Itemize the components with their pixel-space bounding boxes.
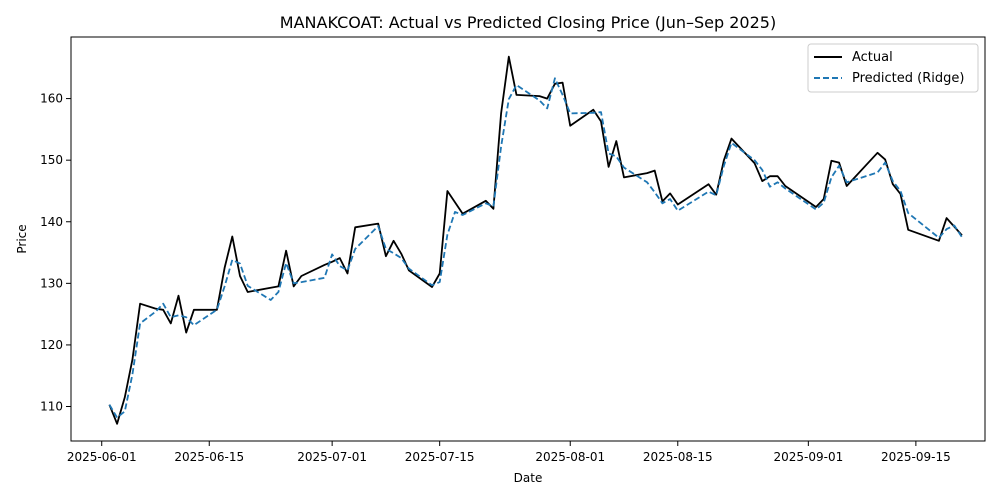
x-tick-label: 2025-09-01 bbox=[773, 450, 843, 464]
series-line-predicted bbox=[108, 77, 963, 419]
x-tick-label: 2025-08-15 bbox=[643, 450, 713, 464]
x-tick-label: 2025-07-15 bbox=[405, 450, 475, 464]
x-axis-label: Date bbox=[514, 471, 543, 485]
x-tick-label: 2025-09-15 bbox=[881, 450, 951, 464]
y-tick-label: 140 bbox=[40, 215, 63, 229]
y-tick-label: 150 bbox=[40, 153, 63, 167]
x-tick-label: 2025-06-15 bbox=[174, 450, 244, 464]
legend-predicted-label: Predicted (Ridge) bbox=[852, 71, 964, 86]
y-tick-label: 160 bbox=[40, 92, 63, 106]
y-tick-label: 110 bbox=[40, 400, 63, 414]
x-axis: 2025-06-01 2025-06-15 2025-07-01 2025-07-15… bbox=[67, 441, 951, 464]
legend-actual-label: Actual bbox=[852, 50, 893, 65]
y-tick-label: 120 bbox=[40, 338, 63, 352]
y-tick-label: 130 bbox=[40, 276, 63, 290]
x-tick-label: 2025-07-01 bbox=[297, 450, 367, 464]
x-tick-label: 2025-08-01 bbox=[535, 450, 605, 464]
series-line-actual bbox=[108, 55, 963, 425]
chart-title: MANAKCOAT: Actual vs Predicted Closing P… bbox=[280, 13, 776, 32]
series-layer bbox=[108, 55, 963, 425]
y-axis-label: Price bbox=[15, 224, 29, 253]
y-axis: 110 120 130 140 150 160 bbox=[40, 92, 71, 414]
legend: Actual Predicted (Ridge) bbox=[807, 43, 979, 93]
x-tick-label: 2025-06-01 bbox=[67, 450, 137, 464]
plot-area bbox=[71, 37, 985, 441]
plot-frame bbox=[70, 36, 986, 442]
legend-box bbox=[807, 43, 979, 93]
